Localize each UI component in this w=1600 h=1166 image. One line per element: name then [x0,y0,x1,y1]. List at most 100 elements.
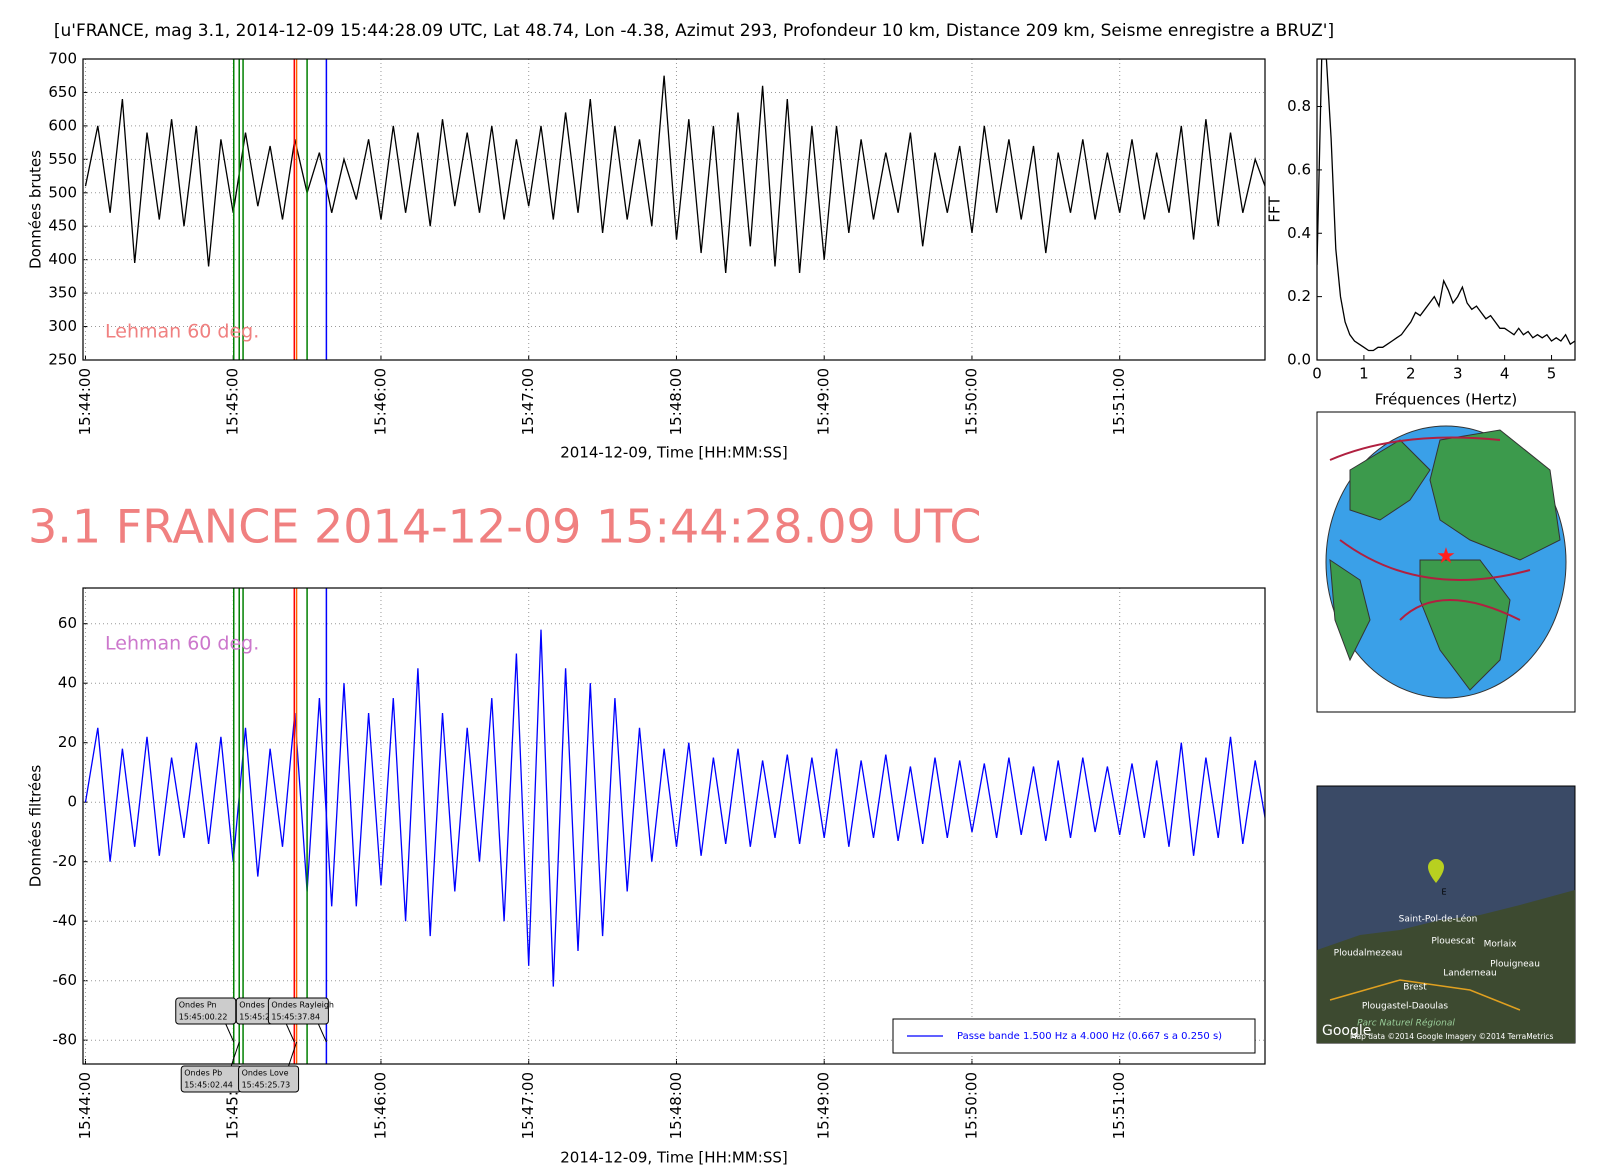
annotation-label: Ondes Love [242,1069,289,1078]
legend-label: Passe bande 1.500 Hz a 4.000 Hz (0.667 s… [957,1031,1222,1042]
plot-frame [82,58,1266,361]
y-tick-label: 0 [67,793,77,811]
x-tick-label: 15:49:00 [815,1072,833,1139]
svg-text:★: ★ [1436,544,1456,569]
x-tick-label: 15:48:00 [667,1072,685,1139]
chart-title: [u'FRANCE, mag 3.1, 2014-12-09 15:44:28.… [54,21,1334,41]
annotation-arrow [288,1041,298,1067]
x-tick-label: 15:44:00 [76,368,94,435]
y-tick-label: -40 [53,912,78,930]
map-place-label: Morlaix [1484,940,1517,950]
y-tick-label: 700 [48,50,77,68]
y-tick-label: 500 [48,183,77,201]
annotation-time: 15:45:02.44 [184,1081,233,1090]
annotation-label: Ondes Sn [239,1001,277,1010]
y-axis-label: FFT [1266,196,1284,223]
x-tick-label: 3 [1453,365,1463,383]
x-axis-label: 2014-12-09, Time [HH:MM:SS] [560,1149,787,1166]
map-logo: Google [1322,1023,1371,1039]
annotation-text: Lehman 60 deg. [105,633,259,655]
x-tick-label: 15:45:00 [224,368,242,435]
y-tick-label: -60 [53,971,78,989]
plot-frame [1316,58,1576,361]
y-tick-label: -20 [53,852,78,870]
annotation-label: Ondes Pn [179,1001,217,1010]
annotation-box [267,997,329,1025]
heading: 3.1 FRANCE 2014-12-09 15:44:28.09 UTC [28,500,982,554]
y-tick-label: 40 [58,674,77,692]
x-tick-label: 15:50:00 [962,368,980,435]
x-tick-label: 5 [1547,365,1557,383]
annotation-time: 15:45:25.73 [242,1081,291,1090]
y-tick-label: 400 [48,250,77,268]
y-tick-label: 0.4 [1287,224,1311,242]
x-tick-label: 1 [1359,365,1369,383]
x-tick-label: 15:49:00 [815,368,833,435]
map-place-label: Plouescat [1431,937,1475,947]
annotation-time: 15:45:37.84 [271,1013,320,1022]
x-tick-label: 2 [1406,365,1416,383]
x-tick-label: 15:47:00 [519,1072,537,1139]
y-tick-label: 300 [48,317,77,335]
map-place-label: Brest [1403,983,1427,993]
data-line [1317,59,1575,352]
y-axis-label: Données filtrées [27,765,45,888]
y-tick-label: 0.8 [1287,97,1311,115]
y-tick-label: 250 [48,351,77,369]
map-place-label: Landerneau [1443,969,1497,979]
y-tick-label: 20 [58,733,77,751]
phase-annotation: Ondes Love 15:45:25.73 [238,1041,300,1093]
y-tick-label: 0.6 [1287,160,1311,178]
y-tick-label: 550 [48,150,77,168]
map-attribution: Map data ©2014 Google Imagery ©2014 Terr… [1350,1032,1554,1041]
x-tick-label: 15:48:00 [667,368,685,435]
x-tick-label: 4 [1500,365,1510,383]
y-tick-label: -80 [53,1031,78,1049]
data-line [84,75,1265,274]
y-tick-label: 450 [48,217,77,235]
x-tick-label: 15:46:00 [371,368,389,435]
annotation-label: Ondes Pb [184,1069,222,1078]
annotation-text: Lehman 60 deg. [105,321,259,343]
annotation-arrow [230,1041,240,1067]
x-axis-label: 2014-12-09, Time [HH:MM:SS] [560,444,787,462]
annotation-box [238,1065,300,1093]
x-tick-label: 0 [1312,365,1322,383]
globe-inset: ★ [1316,411,1576,713]
annotation-time: 15:45:00.22 [179,1013,228,1022]
annotation-arrow [225,1023,235,1043]
y-tick-label: 650 [48,83,77,101]
map-marker-label: E [1441,888,1446,897]
x-tick-label: 15:51:00 [1110,368,1128,435]
annotation-arrow [317,1023,327,1043]
x-tick-label: 15:44:00 [76,1072,94,1139]
map-inset [1316,785,1576,1044]
x-axis-label: Fréquences (Hertz) [1375,391,1518,409]
y-tick-label: 350 [48,284,77,302]
y-tick-label: 600 [48,116,77,134]
map-place-label: Plouigneau [1490,960,1540,970]
y-tick-label: 0.0 [1287,351,1311,369]
x-tick-label: 15:47:00 [519,368,537,435]
plot-frame [82,587,1266,1065]
map-place-label: Saint-Pol-de-Léon [1399,914,1478,925]
x-tick-label: 15:46:00 [371,1072,389,1139]
annotation-label: Ondes Rayleigh [271,1001,334,1010]
annotation-time: 15:45:24.81 [239,1013,288,1022]
y-tick-label: 60 [58,614,77,632]
phase-annotation: Ondes Rayleigh 15:45:37.84 [267,997,334,1043]
x-tick-label: 15:50:00 [962,1072,980,1139]
y-tick-label: 0.2 [1287,287,1311,305]
phase-annotation: Ondes Pb 15:45:02.44 [180,1041,242,1093]
data-line [84,629,1265,987]
phase-annotation: Ondes Pn 15:45:00.22 [175,997,237,1043]
legend-box [892,1018,1256,1054]
annotation-box [175,997,237,1025]
map-place-label: Parc Naturel Régional [1357,1018,1455,1029]
x-tick-label: 15:51:00 [1110,1072,1128,1139]
y-axis-label: Données brutes [27,150,45,269]
annotation-arrow [285,1023,295,1043]
map-place-label: Ploudalmezeau [1334,949,1403,959]
